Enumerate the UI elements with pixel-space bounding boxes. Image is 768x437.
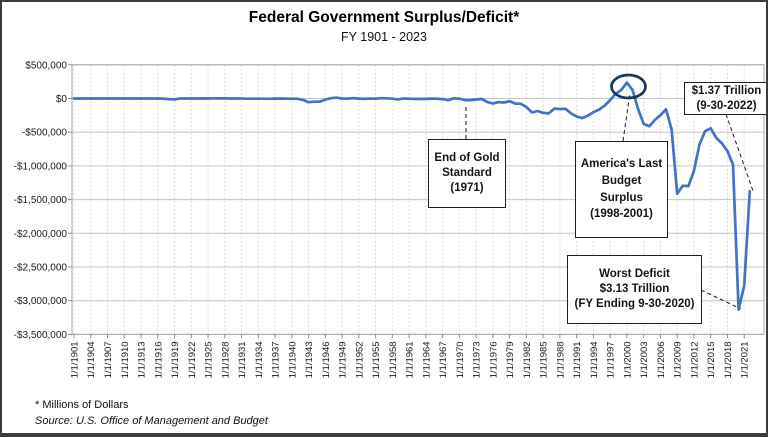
x-axis-label: 1/1/1952	[354, 341, 365, 378]
x-axis-label: 1/1/1997	[606, 341, 617, 378]
y-axis-label: -$2,500,000	[14, 263, 68, 274]
chart-subtitle: FY 1901 - 2023	[341, 30, 427, 44]
x-axis-label: 1/1/1937	[271, 341, 282, 378]
annotation-line: America's Last	[580, 158, 663, 171]
annotation-line: (1998-2001)	[590, 208, 653, 221]
x-axis-label: 1/1/2018	[723, 341, 734, 378]
annotation-line: (1971)	[450, 181, 484, 194]
y-axis-label: -$1,000,000	[14, 161, 68, 172]
annotation-line: Standard	[442, 167, 492, 180]
x-axis-label: 1/1/1961	[405, 341, 416, 378]
annotation-line: (FY Ending 9-30-2020)	[574, 297, 695, 310]
x-axis-label: 1/1/1907	[103, 341, 114, 378]
x-axis-label: 1/1/1904	[86, 341, 97, 378]
chart-title: Federal Government Surplus/Deficit*	[248, 9, 520, 26]
x-axis-label: 1/1/2003	[639, 341, 650, 378]
annotation-line: Budget	[601, 174, 642, 187]
x-axis-label: 1/1/1925	[204, 341, 215, 378]
x-axis-label: 1/1/1985	[539, 341, 550, 378]
x-axis-label: 1/1/2015	[706, 341, 717, 378]
y-axis-label: $0	[56, 94, 68, 105]
x-axis-label: 1/1/1928	[220, 341, 231, 378]
x-axis-label: 1/1/1910	[120, 341, 131, 378]
annotation-line: $3.13 Trillion	[599, 283, 670, 296]
x-axis-label: 1/1/1991	[572, 341, 583, 378]
annotation-line: Worst Deficit	[599, 268, 670, 281]
x-axis-label: 1/1/1934	[254, 341, 265, 378]
x-axis-label: 1/1/2012	[689, 341, 700, 378]
annotation-line: End of Gold	[434, 152, 500, 165]
x-axis-label: 1/1/1973	[472, 341, 483, 378]
annotation-line: Surplus	[600, 191, 643, 204]
x-axis-label: 1/1/1967	[438, 341, 449, 378]
leader-america-surplus	[622, 92, 631, 142]
x-axis-label: 1/1/1913	[137, 341, 148, 378]
x-axis-label: 1/1/1919	[170, 341, 181, 378]
x-axis-label: 1/1/2009	[673, 341, 684, 378]
y-axis-label: $500,000	[25, 60, 67, 71]
x-axis-label: 1/1/2006	[656, 341, 667, 378]
x-axis-label: 1/1/1994	[589, 341, 600, 378]
x-axis-label: 1/1/2021	[740, 341, 751, 378]
x-axis-label: 1/1/1940	[287, 341, 298, 378]
annotation-end-of-gold-standard: End of Gold Standard (1971)	[428, 139, 506, 208]
x-axis-label: 1/1/1946	[321, 341, 332, 378]
x-axis-label: 1/1/1979	[505, 341, 516, 378]
x-axis-label: 1/1/1922	[187, 341, 198, 378]
x-axis-label: 1/1/1976	[488, 341, 499, 378]
x-axis-label: 1/1/1916	[153, 341, 164, 378]
leader-worst-deficit	[700, 289, 742, 310]
x-axis-label: 1/1/1931	[237, 341, 248, 378]
annotation-line: $1.37 Trillion	[691, 84, 762, 97]
x-axis-label: 1/1/1964	[421, 341, 432, 378]
y-axis-label: -$3,500,000	[14, 330, 68, 341]
annotation-americas-last-surplus: America's Last Budget Surplus (1998-2001…	[575, 141, 668, 238]
x-axis-label: 1/1/1955	[371, 341, 382, 378]
x-axis-label: 1/1/1988	[555, 341, 566, 378]
x-axis-label: 1/1/1958	[388, 341, 399, 378]
x-axis-label: 1/1/2000	[622, 341, 633, 378]
surplus-highlight-ellipse	[610, 73, 647, 100]
y-axis-label: -$2,000,000	[14, 229, 68, 240]
surplus-deficit-line	[72, 81, 752, 311]
x-axis-label: 1/1/1901	[70, 341, 81, 378]
x-axis-label: 1/1/1949	[338, 341, 349, 378]
annotation-137-trillion: $1.37 Trillion (9-30-2022)	[684, 82, 766, 115]
x-axis-label: 1/1/1982	[522, 341, 533, 378]
y-axis-label: -$1,500,000	[14, 195, 68, 206]
y-axis-label: -$3,000,000	[14, 296, 68, 307]
leader-137-trillion	[725, 113, 754, 192]
source-credit: Source: U.S. Office of Management and Bu…	[35, 415, 268, 427]
annotation-line: (9-30-2022)	[696, 99, 757, 112]
y-axis-label: -$500,000	[22, 128, 67, 139]
footnote-millions-of-dollars: * Millions of Dollars	[35, 399, 129, 411]
annotation-worst-deficit: Worst Deficit $3.13 Trillion (FY Ending …	[567, 255, 702, 324]
x-axis-label: 1/1/1970	[455, 341, 466, 378]
x-axis-label: 1/1/1943	[304, 341, 315, 378]
